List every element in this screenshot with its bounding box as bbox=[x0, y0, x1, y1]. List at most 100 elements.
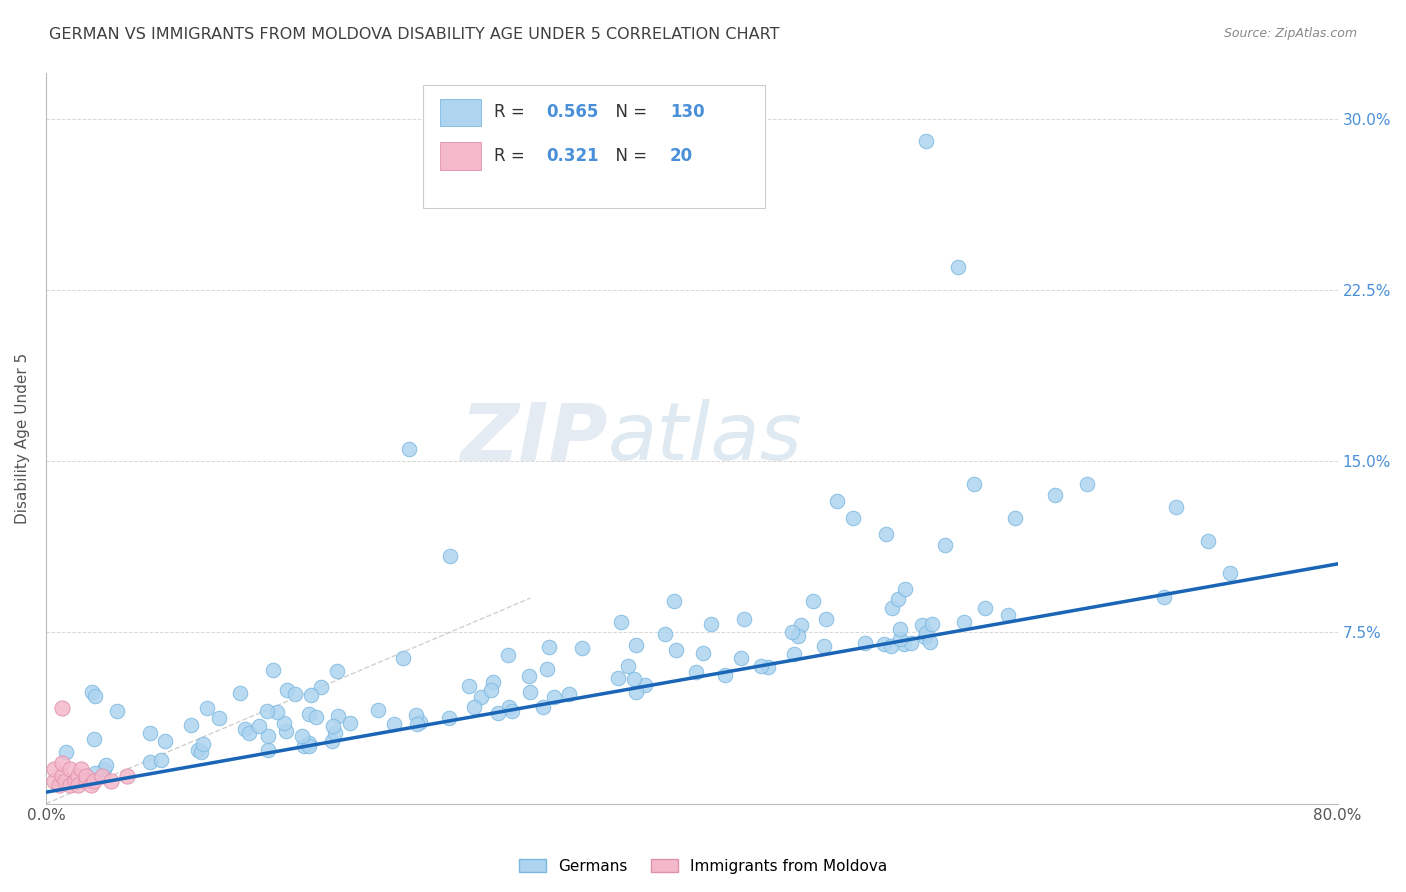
Point bbox=[498, 648, 520, 662]
Point bbox=[900, 636, 922, 650]
Point bbox=[262, 663, 284, 677]
Point bbox=[1076, 477, 1098, 491]
Point bbox=[813, 639, 835, 653]
Text: N =: N = bbox=[605, 147, 652, 165]
Point bbox=[276, 683, 298, 698]
Point bbox=[624, 685, 647, 699]
Point bbox=[257, 729, 280, 743]
Point bbox=[749, 658, 772, 673]
Point bbox=[1153, 590, 1175, 604]
Point bbox=[1004, 511, 1026, 525]
Point bbox=[51, 769, 73, 783]
Point bbox=[790, 618, 813, 632]
Text: 20: 20 bbox=[669, 147, 693, 165]
Text: GERMAN VS IMMIGRANTS FROM MOLDOVA DISABILITY AGE UNDER 5 CORRELATION CHART: GERMAN VS IMMIGRANTS FROM MOLDOVA DISABI… bbox=[49, 27, 780, 42]
Point bbox=[1166, 500, 1188, 514]
Point bbox=[730, 650, 752, 665]
Point bbox=[51, 700, 73, 714]
Point bbox=[139, 755, 162, 769]
Point bbox=[875, 527, 897, 541]
Point bbox=[67, 778, 90, 792]
Point bbox=[873, 637, 896, 651]
Point bbox=[83, 690, 105, 704]
Point bbox=[67, 769, 90, 783]
Text: ZIP: ZIP bbox=[461, 400, 607, 477]
Point bbox=[699, 617, 721, 632]
Text: R =: R = bbox=[494, 103, 530, 121]
Point bbox=[439, 711, 461, 725]
Point bbox=[617, 659, 640, 673]
Point bbox=[91, 769, 114, 783]
Point bbox=[889, 632, 911, 647]
Point bbox=[787, 629, 810, 643]
Point bbox=[405, 708, 427, 723]
Point bbox=[273, 716, 295, 731]
Point bbox=[299, 688, 322, 702]
Point bbox=[606, 672, 628, 686]
Point bbox=[623, 672, 645, 686]
Point bbox=[519, 685, 541, 699]
Point bbox=[997, 608, 1019, 623]
Point bbox=[880, 600, 903, 615]
Point bbox=[233, 723, 256, 737]
Point bbox=[321, 734, 343, 748]
Point bbox=[517, 669, 540, 683]
Point bbox=[1043, 488, 1066, 502]
Point bbox=[73, 771, 96, 785]
Point bbox=[149, 754, 172, 768]
Text: 0.321: 0.321 bbox=[546, 147, 599, 165]
Point bbox=[457, 679, 479, 693]
Point bbox=[948, 260, 970, 274]
Point bbox=[291, 729, 314, 743]
Y-axis label: Disability Age Under 5: Disability Age Under 5 bbox=[15, 352, 30, 524]
Point bbox=[953, 615, 976, 629]
Point bbox=[266, 705, 288, 719]
Point bbox=[195, 701, 218, 715]
Point bbox=[973, 600, 995, 615]
Point bbox=[1198, 534, 1220, 549]
Text: atlas: atlas bbox=[607, 400, 803, 477]
Text: 0.565: 0.565 bbox=[546, 103, 598, 121]
Point bbox=[326, 665, 349, 679]
Point bbox=[94, 758, 117, 772]
Point bbox=[55, 745, 77, 759]
Point bbox=[339, 716, 361, 731]
Point bbox=[323, 726, 346, 740]
Point bbox=[501, 704, 523, 718]
Point bbox=[439, 549, 461, 564]
Point bbox=[70, 763, 93, 777]
Point bbox=[915, 135, 938, 149]
Point bbox=[256, 742, 278, 756]
Point bbox=[305, 710, 328, 724]
Point bbox=[256, 705, 278, 719]
FancyBboxPatch shape bbox=[440, 98, 481, 127]
Point bbox=[298, 736, 321, 750]
Point bbox=[558, 688, 581, 702]
Point bbox=[537, 640, 560, 654]
Point bbox=[893, 637, 915, 651]
Point bbox=[63, 773, 86, 788]
Point bbox=[298, 707, 321, 722]
Point bbox=[208, 710, 231, 724]
Point bbox=[893, 582, 915, 596]
Point bbox=[93, 762, 115, 776]
Point bbox=[915, 626, 938, 640]
Point bbox=[571, 641, 593, 656]
Point bbox=[83, 766, 105, 780]
Point bbox=[180, 718, 202, 732]
Point bbox=[284, 687, 307, 701]
Point bbox=[801, 593, 824, 607]
Text: R =: R = bbox=[494, 147, 530, 165]
Point bbox=[887, 592, 910, 607]
Point bbox=[115, 769, 138, 783]
Point bbox=[889, 622, 911, 636]
Point bbox=[911, 618, 934, 632]
Point bbox=[384, 716, 406, 731]
Point bbox=[80, 778, 103, 792]
Point bbox=[59, 778, 82, 792]
FancyBboxPatch shape bbox=[423, 86, 765, 208]
Point bbox=[934, 538, 956, 552]
Point bbox=[963, 477, 986, 491]
Point bbox=[733, 612, 755, 626]
Point bbox=[191, 737, 214, 751]
